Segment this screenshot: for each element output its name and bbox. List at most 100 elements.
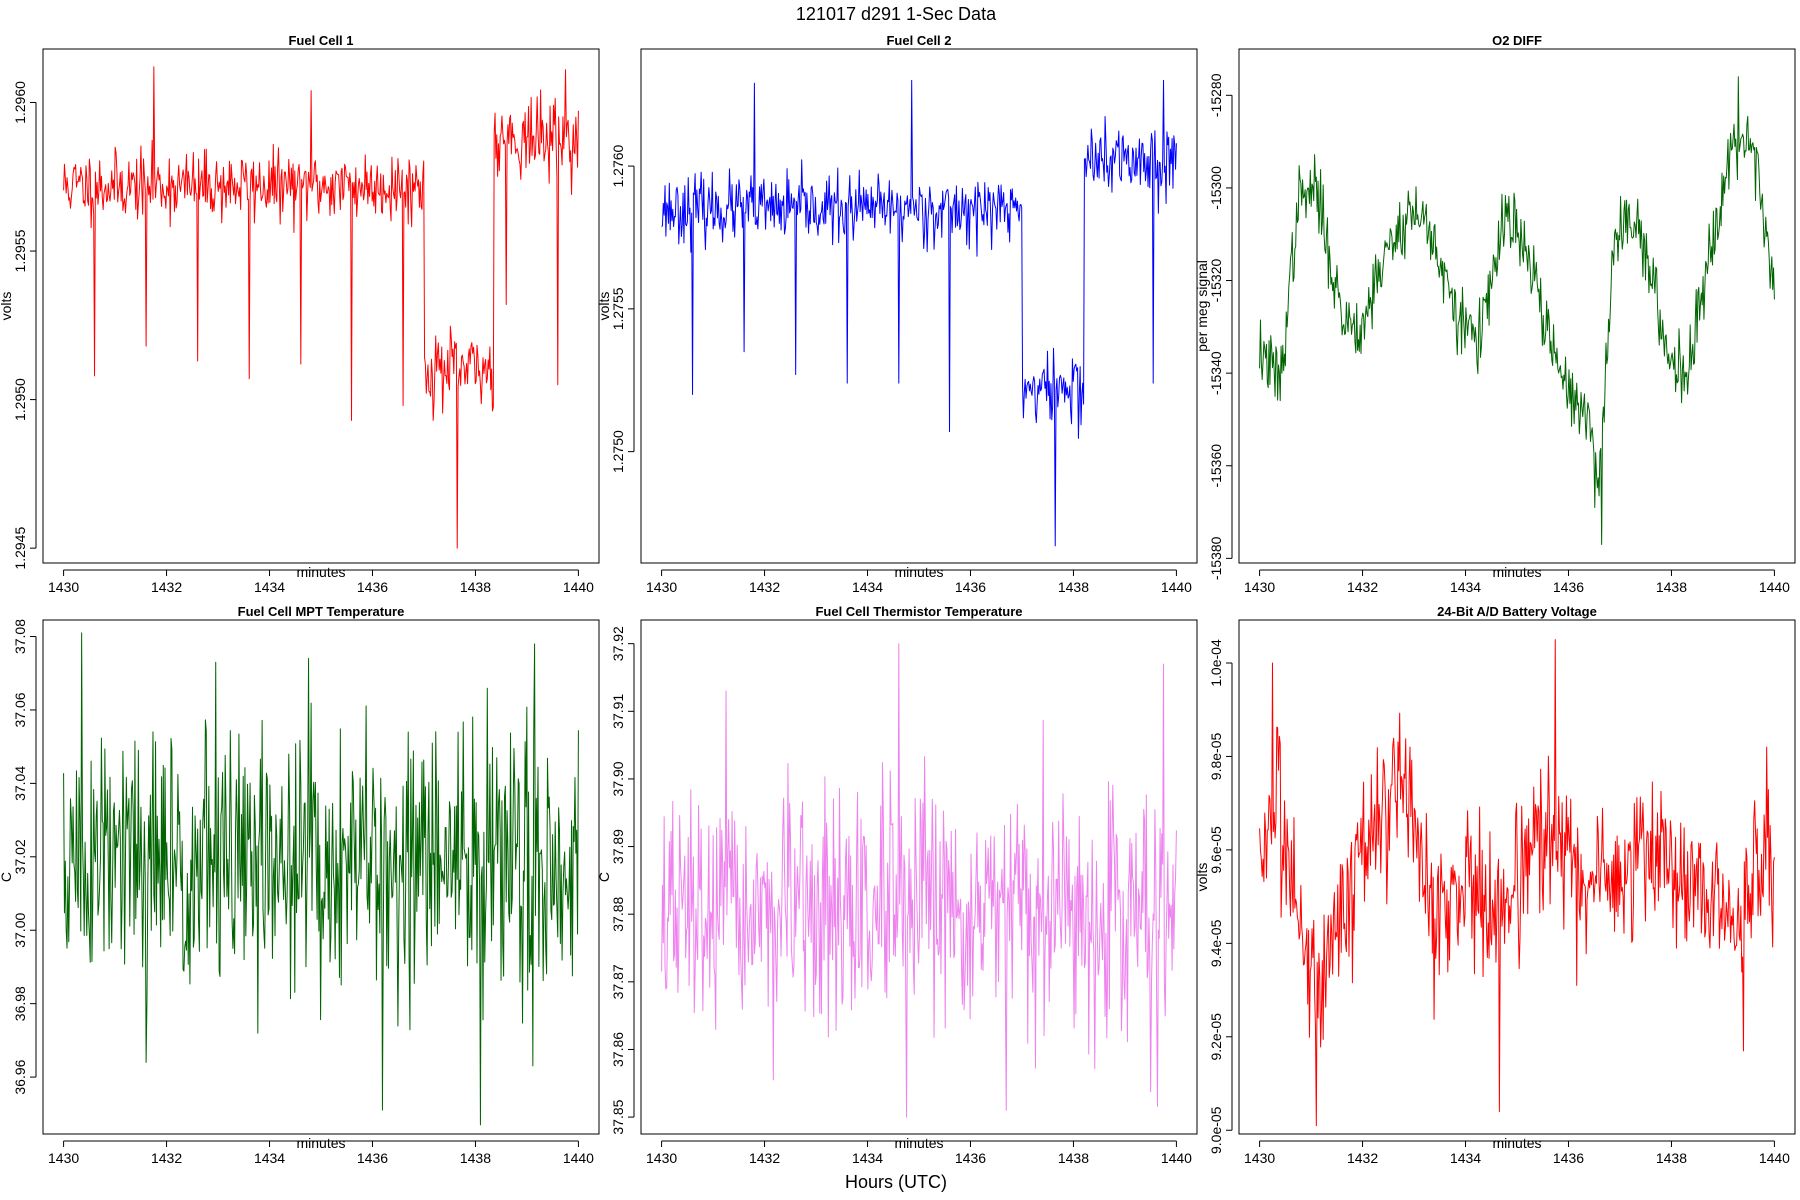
y-axis: 37.85 37.86 37.87 37.88 37.89 37.90 37.91 37.92 — [610, 626, 635, 1135]
y-tick-label: 37.88 — [610, 896, 626, 931]
series-line — [661, 643, 1177, 1118]
x-tick-label: 1440 — [1161, 579, 1192, 595]
x-axis: 1430 1432 1434 1436 1438 1440 — [1244, 1140, 1790, 1166]
y-tick-label: 37.02 — [12, 839, 28, 874]
y-axis-label: volts — [596, 292, 612, 321]
y-axis-label: per meg signal — [1194, 260, 1210, 352]
panels: Fuel Cell 1 1430 1432 1434 1436 1438 1440 minut… — [0, 33, 1796, 1166]
panel-title: O2 DIFF — [1492, 33, 1542, 48]
y-axis-label: C — [0, 872, 14, 882]
y-tick-label: 9.0e-05 — [1208, 1106, 1224, 1154]
series-line — [1259, 639, 1775, 1127]
chart-panel-2: Fuel Cell 2 1430 1432 1434 1436 1438 1440 minut… — [596, 33, 1198, 595]
chart-panel-4: Fuel Cell MPT Temperature 1430 1432 1434 143… — [0, 604, 600, 1166]
series-line — [63, 632, 579, 1126]
plot-frame — [1238, 619, 1796, 1135]
x-axis: 1430 1432 1434 1436 1438 1440 — [48, 569, 594, 595]
plot-frame — [640, 619, 1198, 1135]
x-tick-label: 1434 — [254, 579, 285, 595]
panel-title: Fuel Cell 2 — [886, 33, 951, 48]
x-tick-label: 1436 — [357, 579, 388, 595]
y-tick-label: -15380 — [1208, 536, 1224, 580]
x-tick-label: 1434 — [852, 579, 883, 595]
x-tick-label: 1438 — [1656, 579, 1687, 595]
x-axis: 1430 1432 1434 1436 1438 1440 — [1244, 569, 1790, 595]
y-tick-label: -15320 — [1208, 259, 1224, 303]
y-tick-label: 1.2950 — [12, 378, 28, 421]
y-axis-label: volts — [1194, 863, 1210, 892]
y-tick-label: -15280 — [1208, 73, 1224, 117]
y-tick-label: 37.08 — [12, 619, 28, 654]
y-tick-label: 1.2945 — [12, 527, 28, 570]
x-tick-label: 1438 — [1656, 1150, 1687, 1166]
y-tick-label: 37.92 — [610, 626, 626, 661]
plot-frame — [42, 619, 600, 1135]
x-tick-label: 1436 — [955, 1150, 986, 1166]
y-tick-label: 1.2750 — [610, 430, 626, 473]
y-axis: -15380 -15360 -15340 -15320 -15300 -15280 — [1208, 73, 1233, 580]
y-tick-label: 37.04 — [12, 766, 28, 801]
x-tick-label: 1434 — [852, 1150, 883, 1166]
y-axis-label: C — [596, 872, 612, 882]
y-tick-label: 9.4e-05 — [1208, 919, 1224, 967]
x-tick-label: 1440 — [1759, 1150, 1790, 1166]
y-tick-label: 37.86 — [610, 1032, 626, 1067]
x-tick-label: 1436 — [955, 579, 986, 595]
x-tick-label: 1430 — [646, 579, 677, 595]
x-tick-label: 1436 — [1553, 579, 1584, 595]
x-tick-label: 1434 — [254, 1150, 285, 1166]
x-tick-label: 1430 — [646, 1150, 677, 1166]
chart-panel-5: Fuel Cell Thermistor Temperature 1430 1432… — [596, 604, 1198, 1166]
x-tick-label: 1438 — [460, 1150, 491, 1166]
plot-frame — [640, 48, 1198, 564]
figure-title: 121017 d291 1-Sec Data — [796, 4, 997, 24]
chart-panel-3: O2 DIFF 1430 1432 1434 1436 1438 1440 minutes -1… — [1194, 33, 1796, 595]
y-tick-label: 9.2e-05 — [1208, 1013, 1224, 1061]
panel-title: Fuel Cell Thermistor Temperature — [815, 604, 1022, 619]
y-axis: 36.96 36.98 37.00 37.02 37.04 37.06 37.08 — [12, 619, 37, 1095]
x-axis-label: minutes — [894, 564, 943, 580]
y-tick-label: -15360 — [1208, 444, 1224, 488]
y-tick-label: 9.6e-05 — [1208, 826, 1224, 874]
y-tick-label: -15340 — [1208, 351, 1224, 395]
panel-title: 24-Bit A/D Battery Voltage — [1437, 604, 1597, 619]
x-tick-label: 1432 — [1347, 579, 1378, 595]
x-tick-label: 1434 — [1450, 1150, 1481, 1166]
overall-x-label: Hours (UTC) — [845, 1172, 947, 1192]
x-tick-label: 1430 — [1244, 579, 1275, 595]
chart-panel-1: Fuel Cell 1 1430 1432 1434 1436 1438 1440 minut… — [0, 33, 600, 595]
y-tick-label: 36.96 — [12, 1059, 28, 1094]
panel-title: Fuel Cell MPT Temperature — [238, 604, 405, 619]
y-axis-label: volts — [0, 292, 14, 321]
y-tick-label: 9.8e-05 — [1208, 732, 1224, 780]
x-axis-label: minutes — [296, 564, 345, 580]
series-line — [63, 66, 579, 549]
y-tick-label: 37.91 — [610, 694, 626, 729]
y-tick-label: 1.2755 — [610, 287, 626, 330]
y-tick-label: 37.06 — [12, 692, 28, 727]
x-tick-label: 1432 — [1347, 1150, 1378, 1166]
x-tick-label: 1440 — [563, 1150, 594, 1166]
x-axis-label: minutes — [894, 1135, 943, 1151]
x-tick-label: 1434 — [1450, 579, 1481, 595]
panel-title: Fuel Cell 1 — [288, 33, 353, 48]
x-tick-label: 1430 — [48, 579, 79, 595]
x-axis: 1430 1432 1434 1436 1438 1440 — [646, 1140, 1192, 1166]
x-tick-label: 1440 — [1161, 1150, 1192, 1166]
x-axis: 1430 1432 1434 1436 1438 1440 — [48, 1140, 594, 1166]
x-tick-label: 1430 — [48, 1150, 79, 1166]
y-axis: 1.2945 1.2950 1.2955 1.2960 — [12, 81, 37, 570]
x-tick-label: 1432 — [749, 1150, 780, 1166]
y-tick-label: 1.0e-04 — [1208, 639, 1224, 687]
x-tick-label: 1440 — [1759, 579, 1790, 595]
y-tick-label: 1.2960 — [12, 81, 28, 124]
plot-frame — [42, 48, 600, 564]
x-tick-label: 1432 — [151, 1150, 182, 1166]
y-tick-label: -15300 — [1208, 166, 1224, 210]
x-axis: 1430 1432 1434 1436 1438 1440 — [646, 569, 1192, 595]
y-tick-label: 37.00 — [12, 913, 28, 948]
y-tick-label: 1.2955 — [12, 229, 28, 272]
x-tick-label: 1432 — [749, 579, 780, 595]
